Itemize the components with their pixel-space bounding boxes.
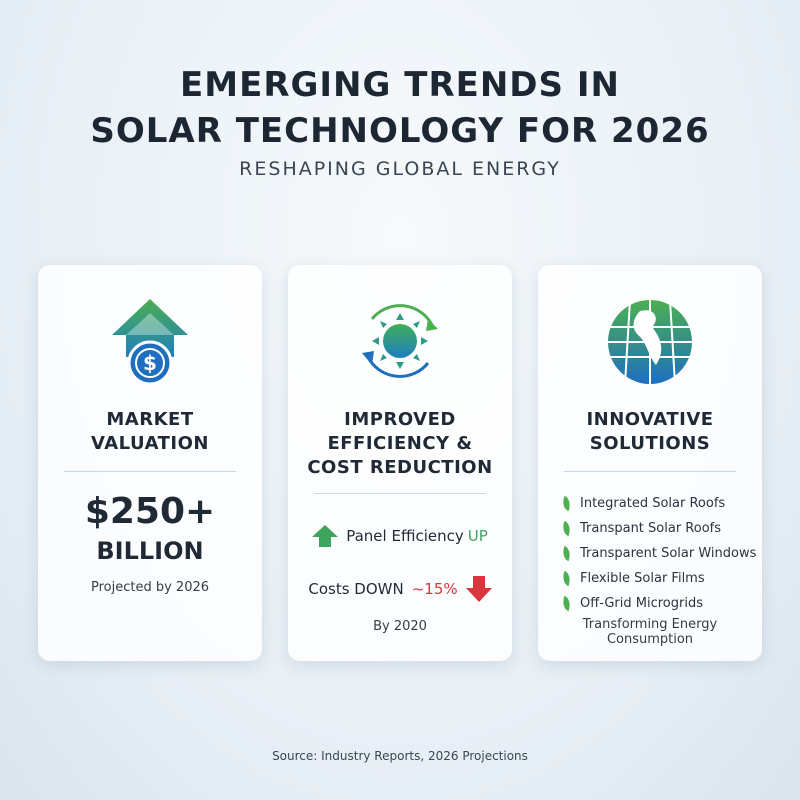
divider — [64, 471, 236, 472]
efficiency-card: IMPROVED EFFICIENCY & COST REDUCTION Pan… — [288, 265, 512, 661]
efficiency-row: Panel Efficiency UP — [288, 525, 512, 547]
list-item: Integrated Solar Roofs — [560, 491, 756, 516]
divider — [314, 493, 486, 494]
list-item: Transparent Solar Windows — [560, 541, 756, 566]
solutions-list: Integrated Solar Roofs Transpant Solar R… — [560, 491, 756, 616]
svg-text:$: $ — [143, 351, 157, 375]
divider — [564, 471, 736, 472]
leaf-icon — [560, 595, 573, 612]
list-item: Off-Grid Microgrids — [560, 591, 756, 616]
leaf-icon — [560, 570, 573, 587]
valuation-value: $250+ — [84, 491, 216, 532]
cost-note: By 2020 — [373, 619, 427, 634]
valuation-note: Projected by 2026 — [90, 580, 210, 595]
card-heading: INNOVATIVE SOLUTIONS — [586, 409, 714, 454]
cost-row: Costs DOWN ~15% — [288, 576, 512, 602]
leaf-icon — [560, 495, 573, 512]
valuation-unit: BILLION — [96, 537, 204, 565]
source-note: Source: Industry Reports, 2026 Projectio… — [272, 749, 528, 763]
arrow-down-icon — [465, 576, 492, 602]
page-title: EMERGING TRENDS IN SOLAR TECHNOLOGY FOR … — [90, 65, 710, 151]
sun-cycle-icon — [362, 304, 438, 378]
leaf-icon — [560, 545, 573, 562]
list-item: Transpant Solar Roofs — [560, 516, 756, 541]
card-heading: MARKET VALUATION — [91, 409, 209, 454]
page-subtitle: RESHAPING GLOBAL ENERGY — [239, 158, 561, 180]
list-item: Flexible Solar Films — [560, 566, 756, 591]
dollar-arrow-up-icon: $ — [112, 299, 188, 386]
market-valuation-card: $ MARKET VALUATION $250+ BILLION Project… — [38, 265, 262, 661]
innovative-solutions-card: INNOVATIVE SOLUTIONS Integrated Solar Ro… — [538, 265, 762, 661]
solar-globe-icon — [608, 299, 692, 385]
solutions-note: Transforming Energy Consumption — [582, 617, 718, 647]
leaf-icon — [560, 520, 573, 537]
card-heading: IMPROVED EFFICIENCY & COST REDUCTION — [307, 409, 493, 478]
arrow-up-icon — [312, 525, 339, 547]
